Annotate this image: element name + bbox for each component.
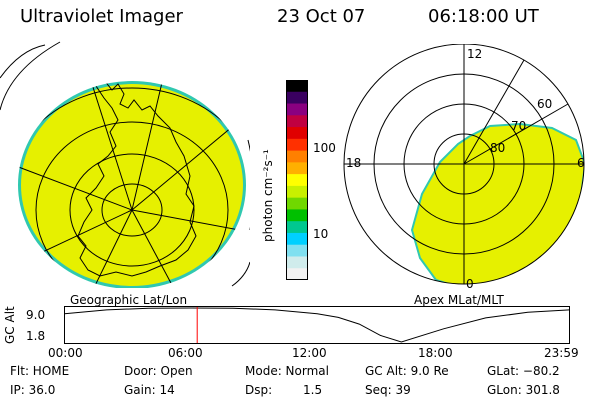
- status-geo-latitude: GLat: −80.2: [487, 364, 560, 378]
- colorbar-band: [286, 115, 308, 128]
- altitude-tick-max: 9.0: [26, 308, 46, 322]
- status-mode: Mode: Normal: [245, 364, 329, 378]
- altitude-axis-label: GC Alt: [3, 306, 17, 344]
- colorbar-band: [286, 127, 308, 140]
- altitude-chart: [64, 306, 570, 344]
- colorbar-band: [286, 185, 308, 199]
- status-gain: Gain: 14: [124, 383, 175, 397]
- colorbar: [286, 80, 308, 280]
- time-tick-0000: 00:00: [48, 346, 83, 360]
- time-tick-0600: 06:00: [168, 346, 203, 360]
- status-geo-longitude: GLon: 301.8: [487, 383, 560, 397]
- colorbar-band: [286, 162, 308, 175]
- observation-time: 06:18:00 UT: [428, 6, 539, 27]
- colorbar-band: [286, 174, 308, 187]
- colorbar-band: [286, 244, 308, 258]
- observation-date: 23 Oct 07: [277, 6, 366, 27]
- status-dsp-label: Dsp:: [245, 383, 273, 397]
- mlat-label-80: 80: [490, 141, 506, 155]
- colorbar-band: [286, 150, 308, 163]
- status-door: Door: Open: [124, 364, 193, 378]
- instrument-title: Ultraviolet Imager: [20, 6, 183, 27]
- time-tick-2359: 23:59: [544, 346, 579, 360]
- mlat-label-70: 70: [511, 119, 527, 133]
- altitude-series-line: [64, 307, 570, 343]
- coastline: [77, 81, 197, 277]
- colorbar-band: [286, 197, 308, 211]
- geographic-panel-label: Geographic Lat/Lon: [70, 293, 188, 307]
- colorbar-band: [286, 232, 308, 246]
- apex-polar-plot: [343, 44, 585, 285]
- mlat-label-60: 60: [537, 97, 553, 111]
- mlt-label-18: 18: [346, 156, 362, 170]
- time-tick-1200: 12:00: [292, 346, 327, 360]
- colorbar-band: [286, 256, 308, 269]
- colorbar-tick-10: 10: [313, 227, 329, 241]
- mlt-label-6: 6: [577, 156, 585, 170]
- status-flight: Flt: HOME: [10, 364, 70, 378]
- colorbar-band: [286, 138, 308, 152]
- colorbar-band: [286, 80, 308, 93]
- mlt-label-0: 0: [466, 277, 474, 291]
- status-dsp-value: 1.5: [303, 383, 323, 397]
- colorbar-band: [286, 268, 308, 280]
- colorbar-band: [286, 221, 308, 234]
- mlt-label-12: 12: [467, 47, 483, 61]
- status-ip: IP: 36.0: [10, 383, 56, 397]
- altitude-tick-min: 1.8: [26, 329, 46, 343]
- apex-panel-label: Apex MLat/MLT: [414, 293, 504, 307]
- status-sequence: Seq: 39: [365, 383, 411, 397]
- colorbar-band: [286, 91, 308, 105]
- colorbar-unit-label: photon cm⁻²s⁻¹: [261, 149, 275, 242]
- colorbar-band: [286, 103, 308, 116]
- time-tick-1800: 18:00: [418, 346, 453, 360]
- status-gc-altitude: GC Alt: 9.0 Re: [365, 364, 449, 378]
- colorbar-tick-100: 100: [313, 141, 336, 155]
- colorbar-band: [286, 209, 308, 222]
